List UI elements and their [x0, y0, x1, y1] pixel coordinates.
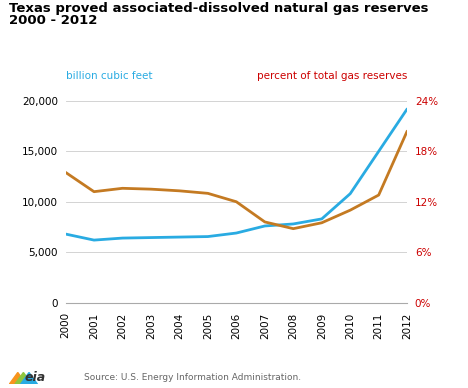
Polygon shape [21, 372, 37, 384]
Text: eia: eia [24, 371, 45, 384]
Text: Source: U.S. Energy Information Administration.: Source: U.S. Energy Information Administ… [84, 373, 301, 382]
Text: billion cubic feet: billion cubic feet [66, 71, 152, 81]
Text: percent of total gas reserves: percent of total gas reserves [257, 71, 407, 81]
Polygon shape [15, 372, 32, 384]
Text: 2000 - 2012: 2000 - 2012 [9, 14, 98, 27]
Polygon shape [9, 372, 26, 384]
Text: Texas proved associated-dissolved natural gas reserves: Texas proved associated-dissolved natura… [9, 2, 429, 15]
